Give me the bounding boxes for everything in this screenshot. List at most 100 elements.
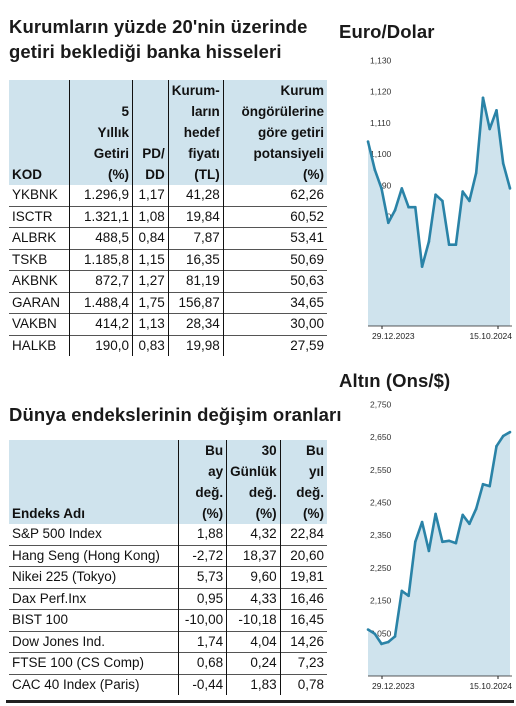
bank-header-line: Kurum <box>280 83 325 98</box>
index-30day-cell: 9,60 <box>226 566 281 588</box>
gold-chart: 2,750 2,650 2,550 2,450 2,350 2,250 2,150 2,050… <box>366 399 512 691</box>
bank-table-header: KOD 5 Yıllık Getiri (%) PD/ DD Kurum- la… <box>9 80 327 185</box>
index-table-row: Dax Perf.Inx 0,95 4,33 16,46 <box>9 587 327 610</box>
bank-header-pddd: PD/ DD <box>132 80 169 185</box>
data-point <box>380 642 383 646</box>
index-header-line: Bu <box>205 443 224 458</box>
index-year-cell: 16,45 <box>280 609 327 631</box>
index-header-30day: 30 Günlük değ. (%) <box>226 440 281 524</box>
bank-header-line: Kurum- <box>171 83 220 98</box>
data-point <box>474 171 478 175</box>
bank-header-return: 5 Yıllık Getiri (%) <box>69 80 134 185</box>
bank-pddd-cell: 1,17 <box>132 185 169 206</box>
index-name-cell: S&P 500 Index <box>9 524 180 545</box>
index-table-row: BIST 100 -10,00 -10,18 16,45 <box>9 609 327 631</box>
bank-pddd-cell: 0,84 <box>132 227 169 249</box>
bank-table-row: ALBRK 488,5 0,84 7,87 53,41 <box>9 227 327 249</box>
data-point <box>468 199 471 203</box>
x-tick-label: 15.10.2024 <box>469 331 512 341</box>
data-point <box>393 209 397 212</box>
bank-pddd-cell: 1,15 <box>132 248 169 271</box>
index-table-body: S&P 500 Index 1,88 4,32 22,84 Hang Seng (Hon… <box>9 524 327 695</box>
data-point <box>434 512 437 516</box>
bank-return-cell: 1.185,8 <box>69 248 134 271</box>
index-30day-cell: 1,83 <box>226 673 281 695</box>
index-month-cell: -10,00 <box>178 609 228 631</box>
bank-table-row: TSKB 1.185,8 1,15 16,35 50,69 <box>9 248 327 271</box>
bank-return-cell: 872,7 <box>69 270 134 292</box>
bank-code-cell: YKBNK <box>9 185 70 206</box>
data-point <box>366 628 370 631</box>
index-month-cell: 5,73 <box>178 566 228 588</box>
bank-header-line: KOD <box>12 167 42 182</box>
data-point <box>414 540 417 544</box>
bank-code-cell: VAKBN <box>9 313 70 335</box>
bank-potential-cell: 27,59 <box>223 334 327 356</box>
bank-table-row: HALKB 190,0 0,83 19,98 27,59 <box>9 334 327 356</box>
index-30day-cell: 4,32 <box>226 524 281 545</box>
bank-table-title-line1: Kurumların yüzde 20'nin üzerinde <box>9 16 308 37</box>
data-point <box>373 632 377 636</box>
index-header-year: Bu yıl değ. (%) <box>280 440 327 524</box>
y-tick-label: 1,110 <box>370 118 391 128</box>
bank-target-cell: 16,35 <box>168 248 224 271</box>
index-month-cell: 1,88 <box>178 524 228 545</box>
y-tick-label: 2,050 <box>370 628 392 638</box>
bank-pddd-cell: 1,13 <box>132 313 169 335</box>
bank-table-title-line2: getiri beklediği banka hisseleri <box>9 41 282 62</box>
bank-header-line: öngörülerine <box>241 104 324 119</box>
bank-target-cell: 7,87 <box>168 227 224 249</box>
index-year-cell: 7,23 <box>280 652 327 674</box>
bank-header-line: DD <box>145 167 165 182</box>
data-point <box>474 507 478 510</box>
bank-table-body: YKBNK 1.296,9 1,17 41,28 62,26 ISCTR 1.321,1 1,… <box>9 185 327 356</box>
bank-header-line: hedef <box>183 125 220 140</box>
y-tick-label: 1,130 <box>370 55 392 65</box>
data-point <box>454 541 458 545</box>
index-table-row: S&P 500 Index 1,88 4,32 22,84 <box>9 524 327 545</box>
x-tick-label: 15.10.2024 <box>469 681 512 691</box>
index-name-cell: FTSE 100 (CS Comp) <box>9 652 180 674</box>
index-name-cell: CAC 40 Index (Paris) <box>9 673 180 695</box>
index-header-line: (%) <box>202 506 224 521</box>
index-year-cell: 14,26 <box>280 630 327 653</box>
data-point <box>414 205 417 209</box>
index-table: Endeks Adı Bu ay değ. (%) 30 Günlük değ.… <box>9 440 327 695</box>
index-name-cell: BIST 100 <box>9 609 180 631</box>
bank-table-row: AKBNK 872,7 1,27 81,19 50,63 <box>9 270 327 292</box>
index-table-title: Dünya endekslerinin değişim oranları <box>9 404 342 425</box>
y-tick-label: 2,350 <box>370 530 392 540</box>
data-point <box>387 221 390 225</box>
bank-table: KOD 5 Yıllık Getiri (%) PD/ DD Kurum- la… <box>9 80 327 356</box>
bank-return-cell: 414,2 <box>69 313 134 335</box>
bank-table-row: ISCTR 1.321,1 1,08 19,84 60,52 <box>9 205 327 228</box>
bank-target-cell: 19,98 <box>168 334 224 356</box>
index-header-month: Bu ay değ. (%) <box>178 440 228 524</box>
index-table-row: Hang Seng (Hong Kong) -2,72 18,37 20,60 <box>9 544 327 567</box>
data-point <box>501 162 505 165</box>
bank-header-line: (%) <box>303 167 324 182</box>
bank-potential-cell: 60,52 <box>223 205 327 228</box>
bank-header-line: göre getiri <box>257 125 324 140</box>
bank-table-row: VAKBN 414,2 1,13 28,34 30,00 <box>9 313 327 335</box>
bank-target-cell: 156,87 <box>168 291 224 314</box>
bank-table-row: YKBNK 1.296,9 1,17 41,28 62,26 <box>9 185 327 206</box>
index-year-cell: 19,81 <box>280 566 327 588</box>
data-point <box>481 96 485 100</box>
bank-pddd-cell: 1,08 <box>132 205 169 228</box>
data-point <box>501 434 505 438</box>
index-header-line: değ. <box>248 485 277 500</box>
data-point <box>441 540 444 544</box>
data-point <box>420 520 424 524</box>
bank-header-line: ların <box>191 104 220 119</box>
data-point <box>461 190 464 193</box>
bank-return-cell: 1.296,9 <box>69 185 134 206</box>
index-year-cell: 20,60 <box>280 544 327 567</box>
y-tick-label: 2,750 <box>370 399 392 409</box>
index-header-line: 30 <box>261 443 277 458</box>
data-point <box>461 513 464 517</box>
index-header-line: Günlük <box>230 464 277 479</box>
data-point <box>434 193 437 196</box>
index-30day-cell: 4,04 <box>226 630 281 653</box>
bank-header-line: PD/ <box>142 146 165 161</box>
